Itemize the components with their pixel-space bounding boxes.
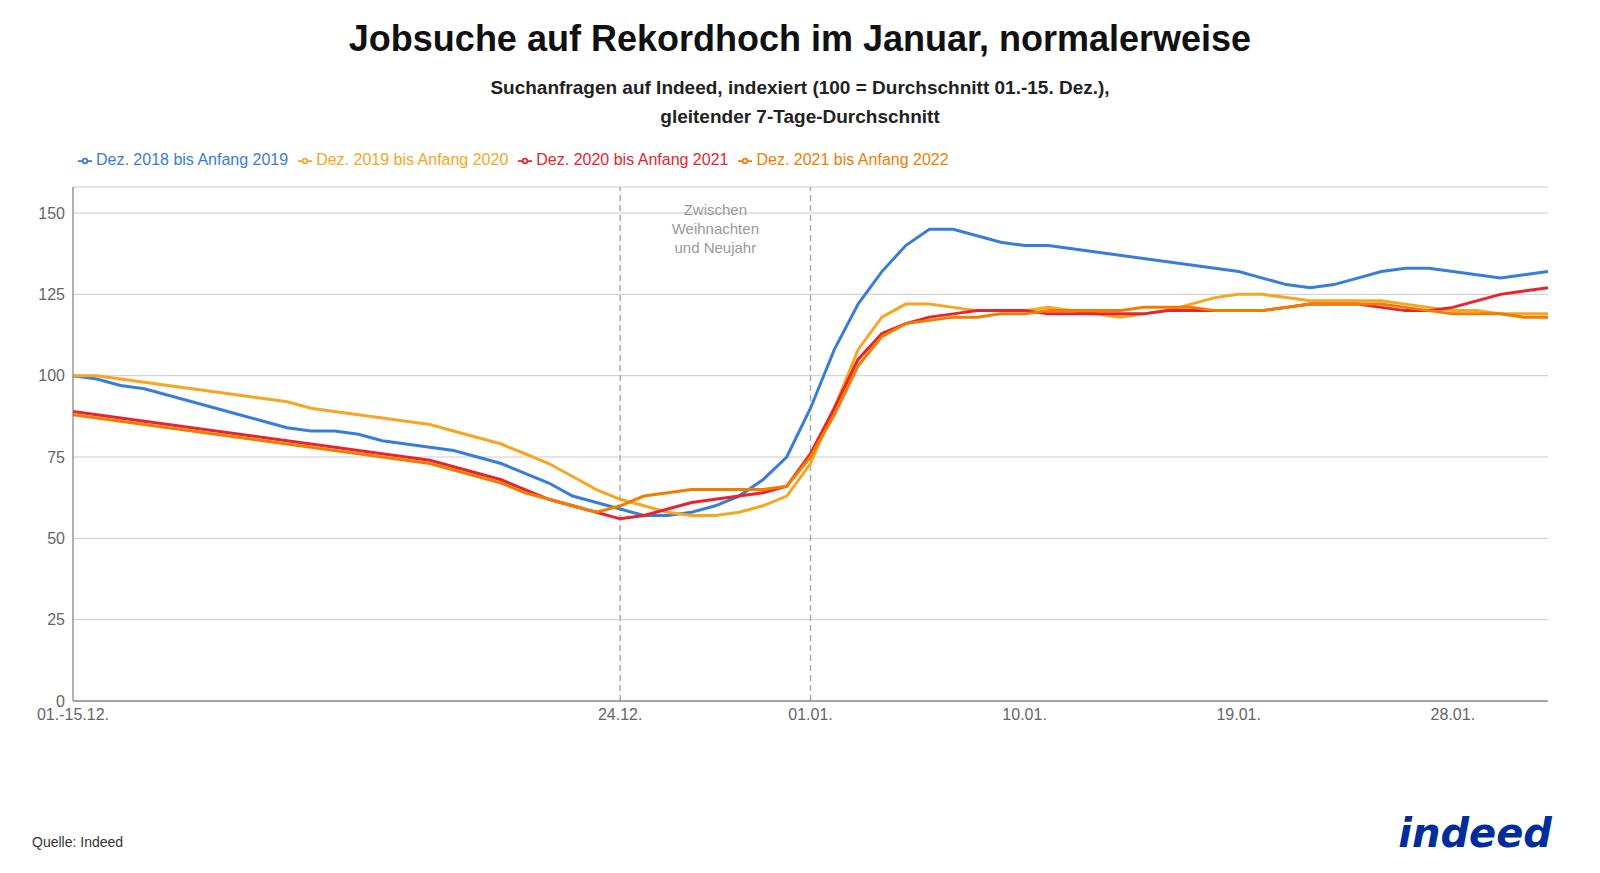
svg-text:75: 75 xyxy=(47,449,65,466)
svg-text:50: 50 xyxy=(47,530,65,547)
svg-text:150: 150 xyxy=(38,205,65,222)
html-text:Dez. 2019 bis Anfang 2020: Dez. 2019 bis Anfang 2020 xyxy=(316,151,509,168)
svg-text:ZwischenWeihnachtenund Neujahr: ZwischenWeihnachtenund Neujahr xyxy=(672,201,759,256)
html-text:Dez. 2021 bis Anfang 2022: Dez. 2021 bis Anfang 2022 xyxy=(756,151,949,168)
svg-text:24.12.: 24.12. xyxy=(598,706,642,723)
html-text:Jobsuche auf Rekordhoch im Jan: Jobsuche auf Rekordhoch im Januar, norma… xyxy=(348,18,1252,59)
html-text:Dez. 2020 bis Anfang 2021: Dez. 2020 bis Anfang 2021 xyxy=(536,151,729,168)
html-text:indeed: indeed xyxy=(1398,810,1552,856)
svg-text:01.-15.12.: 01.-15.12. xyxy=(37,706,109,723)
svg-text:125: 125 xyxy=(38,286,65,303)
svg-text:0: 0 xyxy=(56,693,65,710)
html-text:Quelle: Indeed: Quelle: Indeed xyxy=(32,834,124,850)
html-text:gleitender 7-Tage-Durchschnitt: gleitender 7-Tage-Durchschnitt xyxy=(660,105,940,127)
svg-text:10.01.: 10.01. xyxy=(1002,706,1046,723)
svg-text:01.01.: 01.01. xyxy=(788,706,832,723)
svg-text:100: 100 xyxy=(38,367,65,384)
html-text:Suchanfragen auf Indeed, index: Suchanfragen auf Indeed, indexiert (100 … xyxy=(490,77,1110,98)
html-text:Dez. 2018 bis Anfang 2019: Dez. 2018 bis Anfang 2019 xyxy=(96,151,289,168)
svg-text:19.01.: 19.01. xyxy=(1216,706,1260,723)
svg-text:28.01.: 28.01. xyxy=(1431,706,1475,723)
svg-text:25: 25 xyxy=(47,611,65,628)
